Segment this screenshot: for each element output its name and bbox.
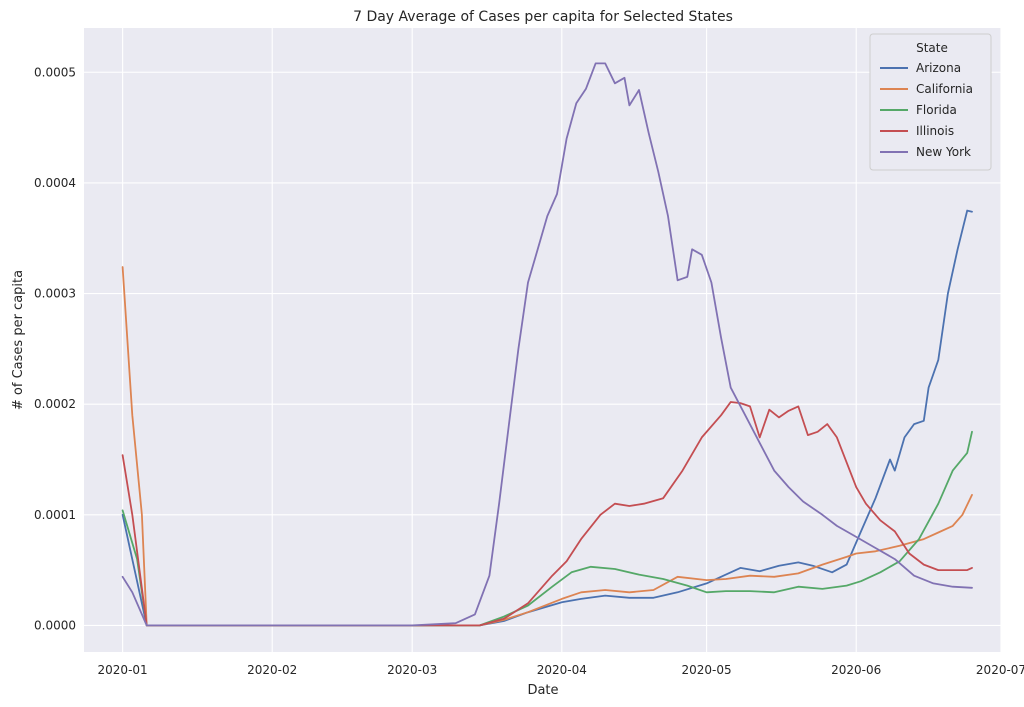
x-tick-label: 2020-01 (98, 663, 148, 677)
legend-label: Florida (916, 103, 957, 117)
x-tick-label: 2020-04 (537, 663, 587, 677)
y-tick-label: 0.0004 (34, 176, 76, 190)
series-line-illinois (121, 401, 973, 627)
chart-title: 7 Day Average of Cases per capita for Se… (353, 9, 733, 25)
y-tick-label: 0.0003 (34, 287, 76, 301)
legend-label: Arizona (916, 61, 961, 75)
y-axis-label: # of Cases per capita (11, 270, 26, 410)
x-tick-label: 2020-05 (682, 663, 732, 677)
y-tick-label: 0.0001 (34, 508, 76, 522)
x-tick-label: 2020-06 (831, 663, 881, 677)
x-tick-label: 2020-02 (247, 663, 297, 677)
legend-label: New York (916, 145, 971, 159)
legend: State Arizona California Florida Illinois Ne… (869, 33, 992, 171)
y-tick-labels: 0.0000 0.0001 0.0002 0.0003 0.0004 0.0005 (34, 65, 76, 632)
series-layer (121, 62, 973, 627)
x-tick-label: 2020-07 (976, 663, 1024, 677)
series-line-florida (121, 430, 973, 627)
y-tick-label: 0.0002 (34, 397, 76, 411)
grid (84, 28, 1002, 652)
x-axis-label: Date (527, 683, 558, 698)
plot-background (84, 28, 1001, 652)
legend-title: State (916, 41, 948, 55)
legend-items: Arizona California Florida Illinois New York (880, 61, 973, 159)
y-tick-label: 0.0000 (34, 618, 76, 632)
legend-label: Illinois (916, 124, 954, 138)
legend-label: California (916, 82, 973, 96)
x-tick-label: 2020-03 (387, 663, 437, 677)
series-line-arizona (121, 209, 973, 627)
y-tick-label: 0.0005 (34, 65, 76, 79)
x-tick-labels: 2020-01 2020-02 2020-03 2020-04 2020-05 2020-… (98, 663, 1024, 677)
series-line-new-york (121, 62, 973, 627)
